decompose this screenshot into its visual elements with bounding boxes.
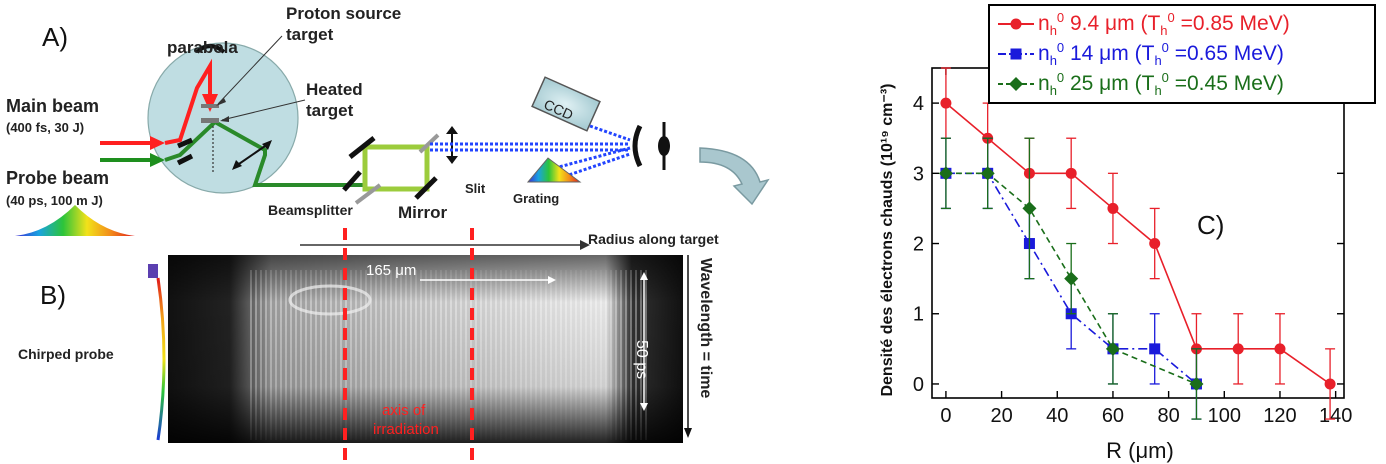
proton-source-label: Proton source (286, 4, 402, 23)
data-point (1232, 343, 1244, 355)
interferometer-path (362, 144, 430, 192)
radius-along-target-label: Radius along target (588, 231, 719, 247)
x-tick-label: 60 (1102, 405, 1124, 427)
main-beam-params: (400 fs, 30 J) (6, 120, 85, 135)
data-point (1107, 202, 1119, 214)
legend-entry-2: nh0 14 μm (Th0 =0.65 MeV) (1038, 40, 1284, 69)
y-tick-label: 2 (913, 234, 924, 256)
grating-element (526, 157, 582, 183)
chirped-probe-curve (156, 277, 166, 441)
data-point (1065, 167, 1077, 179)
proton-source-target (201, 104, 219, 108)
axis-of-irradiation-label: axis of (382, 402, 426, 419)
data-point (1324, 378, 1336, 390)
legend-marker-red (1010, 18, 1022, 30)
data-point (980, 166, 995, 181)
legend-marker-blue (1010, 48, 1022, 60)
electron-density-chart: 0 20 40 60 80 100 120 140 0 1 2 3 4 Densité des élec… (879, 67, 1352, 463)
grating-label: Grating (513, 191, 560, 206)
y-tick-label: 1 (913, 304, 924, 326)
main-beam-label: Main beam (6, 96, 100, 116)
parabola-mirror (195, 44, 226, 54)
x-tick-label: 40 (1046, 405, 1068, 427)
heated-target (201, 118, 219, 123)
x-tick-label: 20 (990, 405, 1012, 427)
panel-a-letter: A) (42, 22, 68, 52)
proton-source-label-2: target (286, 25, 334, 44)
legend-entry-3: nh0 25 μm (Th0 =0.45 MeV) (1038, 70, 1284, 99)
chart-legend: nh0 9.4 μm (Th0 =0.85 MeV) nh0 14 μm (Th… (988, 4, 1376, 104)
experimental-setup-diagram (15, 35, 770, 464)
mirror-element (414, 176, 438, 200)
panel-c-letter: C) (1197, 210, 1225, 240)
data-point (1274, 343, 1286, 355)
ccd-camera (531, 76, 601, 132)
legend-entry-1: nh0 9.4 μm (Th0 =0.85 MeV) (1038, 10, 1290, 39)
axis-of-irradiation-label-2: irradiation (373, 421, 439, 438)
panel-b-letter: B) (40, 280, 66, 310)
data-point (1149, 238, 1161, 250)
x-tick-label: 140 (1319, 405, 1352, 427)
y-tick-label: 0 (913, 374, 924, 396)
x-tick-label: 0 (940, 405, 951, 427)
data-point (1022, 201, 1037, 216)
chirped-probe-label: Chirped probe (18, 346, 114, 362)
time-50ps-label: 50 ps (633, 340, 650, 380)
beamsplitter-mirror (342, 170, 362, 192)
data-point (1189, 376, 1204, 391)
heated-target-label: Heated (306, 80, 363, 99)
mirror-label: Mirror (398, 203, 448, 222)
parabola-label: parabola (167, 38, 238, 57)
series-3 (938, 137, 1204, 420)
legend-marker-green (1009, 77, 1023, 91)
probe-beam-label: Probe beam (6, 168, 110, 188)
curved-arrow-icon (699, 147, 770, 206)
data-point (1105, 341, 1120, 356)
data-point (1064, 271, 1079, 286)
wavelength-time-label: Wavelength = time (697, 258, 714, 399)
y-axis-label: Densité des électrons chauds (10¹⁹ cm⁻³) (879, 83, 896, 396)
x-axis-label: R (μm) (1106, 438, 1174, 463)
series-1 (940, 67, 1336, 420)
slit-label: Slit (465, 181, 486, 196)
x-tick-label: 120 (1263, 405, 1296, 427)
x-tick-label: 100 (1208, 405, 1241, 427)
y-tick-label: 3 (913, 163, 924, 185)
series-line (945, 102, 1331, 385)
data-point (1149, 343, 1161, 355)
probe-beam-params: (40 ps, 100 m J) (6, 193, 103, 208)
legend-markers (998, 18, 1034, 91)
heated-target-label-2: target (306, 101, 354, 120)
beamsplitter-label: Beamsplitter (268, 202, 353, 218)
distance-165-label: 165 μm (366, 262, 417, 279)
y-tick-label: 4 (913, 93, 924, 115)
data-point (940, 97, 952, 109)
concave-mirror (632, 124, 643, 168)
target-chamber (147, 42, 299, 194)
probe-spectrum (15, 205, 135, 236)
x-tick-label: 80 (1157, 405, 1179, 427)
data-point (938, 166, 953, 181)
